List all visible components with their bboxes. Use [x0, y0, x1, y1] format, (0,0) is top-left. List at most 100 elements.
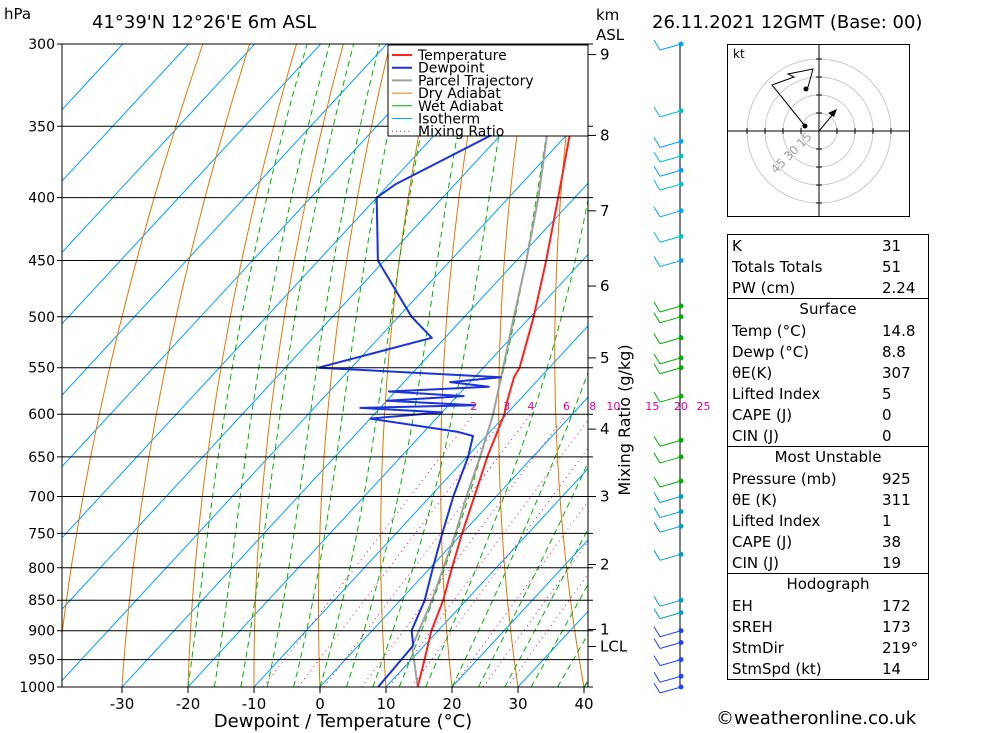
surface-title: Surface [728, 298, 928, 320]
wet-adiabat-line [425, 197, 588, 687]
wind-barb [659, 183, 682, 191]
wind-barb-feather [653, 137, 661, 148]
dry-adiabat-line [121, 44, 251, 687]
wind-barb-feather [653, 638, 661, 649]
row-label: Lifted Index [732, 511, 821, 530]
wind-barb-feather [653, 682, 661, 694]
dry-adiabat-line [62, 44, 204, 639]
row-label: PW (cm) [732, 278, 796, 297]
pressure-label: 850 [28, 593, 55, 609]
hodograph-table-title: Hodograph [728, 573, 928, 595]
x-tick-label: -10 [242, 695, 267, 713]
wind-barb [659, 496, 682, 503]
wind-level-marker [678, 494, 684, 499]
pressure-label: 600 [28, 407, 55, 423]
km-tick-label: 4 [600, 420, 610, 438]
row-label: θE(K) [732, 363, 773, 382]
row-label: CIN (J) [732, 553, 780, 572]
pressure-label: 800 [28, 561, 55, 577]
isotherm-line [62, 44, 190, 182]
row-label: θE (K) [732, 490, 777, 509]
wind-barb-feather [653, 608, 661, 619]
row-value: 19 [882, 553, 902, 572]
wind-barb [659, 260, 682, 268]
height-unit-label: km [596, 6, 620, 24]
pressure-label: 1000 [19, 680, 55, 696]
wind-barb [659, 140, 682, 148]
pressure-label: 300 [28, 37, 55, 53]
wind-barb-feather [653, 507, 661, 518]
height-unit-label-2: ASL [596, 26, 625, 44]
table-row: CAPE (J) 0 [728, 404, 928, 425]
row-label: Dewp (°C) [732, 342, 810, 361]
row-label: StmSpd (kt) [732, 659, 822, 678]
wind-level-marker [678, 478, 684, 484]
wind-level-marker [678, 551, 684, 557]
datetime-title: 26.11.2021 12GMT (Base: 00) [652, 12, 923, 33]
table-row: Dewp (°C) 8.8 [728, 341, 928, 362]
hodograph-panel: kt 15 30 45 [727, 44, 910, 217]
row-label: CIN (J) [732, 426, 780, 445]
wind-barb-feather [653, 333, 661, 345]
row-value: 14.8 [882, 321, 916, 340]
row-value: 925 [882, 469, 911, 488]
storm-motion-vector [818, 112, 835, 132]
x-tick-label: -20 [176, 695, 201, 713]
row-value: 0 [882, 426, 892, 445]
mixing-ratio-line [361, 413, 567, 687]
pressure-label: 350 [28, 119, 55, 135]
wind-barb-feather [653, 312, 661, 324]
location-title: 41°39'N 12°26'E 6m ASL [92, 12, 317, 33]
legend-label: Mixing Ratio [418, 124, 504, 140]
wind-barb [659, 235, 682, 243]
wind-level-marker [678, 597, 684, 603]
wet-adiabat-line [187, 44, 308, 687]
x-axis-title: Dewpoint / Temperature (°C) [214, 711, 472, 732]
wind-level-marker [678, 365, 684, 371]
mixing-ratio-label: 20 [674, 400, 688, 413]
row-label: SREH [732, 617, 773, 636]
table-row: Temp (°C) 14.8 [728, 320, 928, 341]
wind-level-marker [678, 628, 684, 634]
pressure-label: 650 [28, 450, 55, 466]
row-value: 0 [882, 405, 892, 424]
wind-barb-feather [653, 363, 661, 374]
mixing-ratio-label: 15 [645, 400, 659, 413]
isotherm-line [62, 44, 388, 396]
isotherm-line [187, 253, 588, 687]
pressure-label: 900 [28, 624, 55, 640]
table-row: θE(K) 307 [728, 362, 928, 383]
isotherm-line [121, 182, 588, 687]
table-row: CIN (J) 19 [728, 552, 928, 573]
row-value: 219° [882, 638, 919, 657]
wind-barb-feather [653, 39, 661, 51]
x-tick-label: 30 [508, 695, 527, 713]
wind-barb [659, 155, 682, 163]
wind-barb-feather [653, 353, 661, 365]
wind-level-marker [678, 657, 684, 663]
wind-barb [659, 456, 682, 464]
legend-label: Dewpoint [418, 61, 485, 77]
wind-barb-feather [653, 151, 661, 163]
km-tick-label: 2 [600, 555, 610, 573]
wind-barb-feather [653, 106, 661, 118]
wind-level-marker [678, 673, 684, 679]
table-row: Lifted Index 5 [728, 383, 928, 404]
hodograph-surface-dot [802, 123, 808, 129]
most-unstable-title: Most Unstable [728, 446, 928, 468]
wind-barb [659, 210, 682, 218]
isotherm-line [62, 44, 256, 254]
wind-barb [659, 511, 682, 519]
wet-adiabat-line [345, 44, 475, 687]
mixing-ratio-label: 3 [503, 400, 510, 413]
wind-barb [659, 110, 682, 118]
km-tick-label: 1 [600, 621, 610, 639]
wind-barb-feather [653, 301, 661, 313]
wind-barb [659, 316, 682, 324]
row-label: Lifted Index [732, 384, 821, 403]
wind-level-marker [678, 314, 684, 320]
mixing-ratio-label: 2 [470, 400, 477, 413]
wind-level-marker [678, 181, 684, 187]
wind-level-marker [678, 355, 684, 361]
